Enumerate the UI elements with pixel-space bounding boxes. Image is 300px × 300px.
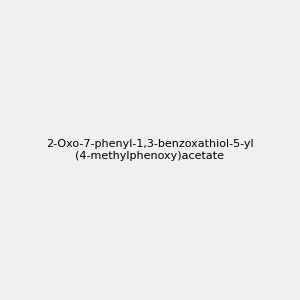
Text: 2-Oxo-7-phenyl-1,3-benzoxathiol-5-yl (4-methylphenoxy)acetate: 2-Oxo-7-phenyl-1,3-benzoxathiol-5-yl (4-… (46, 139, 254, 161)
